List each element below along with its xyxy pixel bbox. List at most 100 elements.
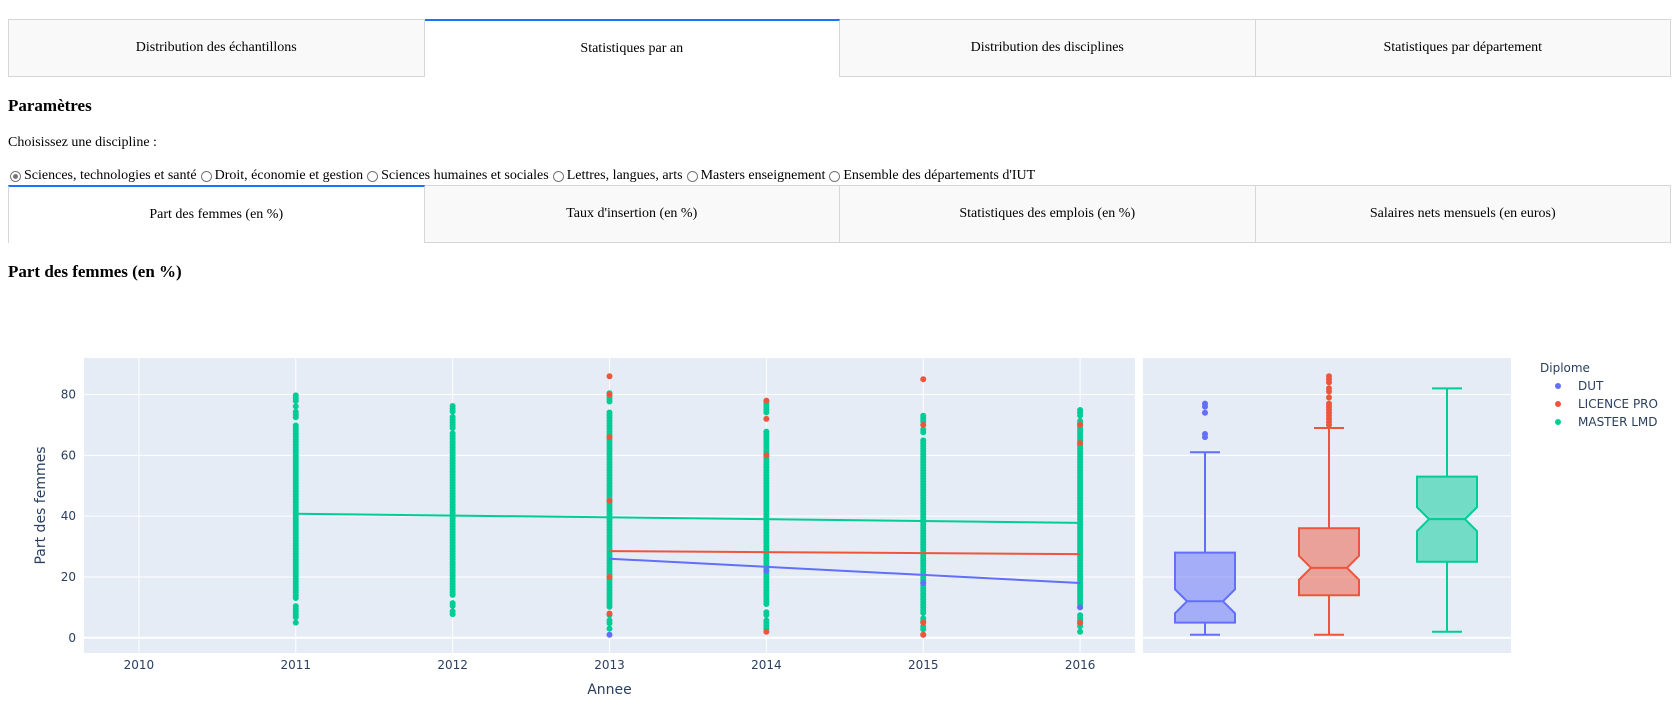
- dut-trend-line: [609, 557, 1081, 585]
- discipline-radio-group: Sciences, technologies et santé Droit, é…: [10, 168, 1035, 184]
- dut-box: [1174, 551, 1236, 624]
- x-tick-label: 2016: [1065, 658, 1096, 672]
- radio-label: Sciences humaines et sociales: [381, 168, 549, 183]
- radio-label: Lettres, langues, arts: [566, 168, 683, 183]
- params-heading: Paramètres: [8, 96, 92, 115]
- dut-outlier: [1202, 409, 1208, 416]
- radio-sciences-humaines-sociales[interactable]: Sciences humaines et sociales: [367, 168, 549, 184]
- radio-label: Droit, économie et gestion: [214, 168, 364, 183]
- y-tick-label: 60: [61, 448, 76, 462]
- tab-statistiques-emplois[interactable]: Statistiques des emplois (en %): [840, 185, 1256, 243]
- x-tick-label: 2010: [124, 658, 155, 672]
- dut-outlier: [1202, 434, 1208, 441]
- dut-point: [920, 580, 927, 587]
- master-lmd-point: [920, 615, 927, 622]
- radio-dot[interactable]: [10, 170, 21, 182]
- tab-distribution-echantillons[interactable]: Distribution des échantillons: [8, 19, 425, 77]
- tab-statistiques-par-an[interactable]: Statistiques par an: [424, 19, 840, 77]
- legend-entry[interactable]: LICENCE PRO: [1578, 397, 1658, 411]
- master-lmd-point: [763, 428, 770, 435]
- master-lmd-point: [292, 619, 299, 626]
- dut-point: [606, 631, 613, 638]
- master-lmd-trend-line: [295, 512, 1081, 524]
- licence-pro-point: [606, 391, 613, 398]
- x-tick-label: 2013: [594, 658, 625, 672]
- legend-marker[interactable]: [1555, 419, 1561, 425]
- radio-dot[interactable]: [200, 170, 212, 182]
- licence-pro-point: [606, 373, 613, 380]
- master-lmd-point: [920, 437, 927, 444]
- tab-taux-insertion[interactable]: Taux d'insertion (en %): [424, 185, 840, 243]
- master-lmd-point: [606, 617, 613, 624]
- dut-point: [763, 567, 770, 574]
- y-axis-label: Part des femmes: [33, 446, 49, 564]
- y-tick-label: 40: [61, 509, 76, 523]
- master-lmd-point: [449, 414, 456, 420]
- master-lmd-point: [292, 603, 299, 610]
- licence-pro-outlier: [1326, 394, 1332, 401]
- radio-masters-enseignement[interactable]: Masters enseignement: [686, 168, 825, 184]
- master-lmd-point: [920, 426, 927, 433]
- tab-salaires-nets[interactable]: Salaires nets mensuels (en euros): [1255, 185, 1671, 243]
- licence-pro-point: [1077, 440, 1084, 447]
- radio-ensemble-iut[interactable]: Ensemble des départements d'IUT: [829, 168, 1035, 184]
- licence-pro-point: [1077, 421, 1084, 428]
- radio-label: Ensemble des départements d'IUT: [843, 168, 1036, 183]
- x-tick-label: 2011: [280, 658, 311, 672]
- licence-pro-point: [763, 452, 770, 459]
- radio-dot[interactable]: [552, 170, 564, 182]
- master-lmd-point: [763, 609, 770, 616]
- x-tick-label: 2015: [908, 658, 939, 672]
- tab-statistiques-par-departement[interactable]: Statistiques par département: [1255, 19, 1671, 77]
- legend-title: Diplome: [1540, 361, 1590, 375]
- y-tick-label: 0: [68, 631, 76, 645]
- master-lmd-point: [606, 625, 613, 632]
- master-lmd-point: [763, 617, 770, 624]
- radio-dot[interactable]: [829, 170, 841, 182]
- legend-marker[interactable]: [1555, 383, 1561, 389]
- master-lmd-point: [1077, 612, 1084, 619]
- licence-pro-point: [763, 628, 770, 635]
- master-lmd-point: [449, 600, 456, 607]
- licence-pro-trend-line: [609, 550, 1081, 556]
- x-tick-label: 2012: [437, 658, 468, 672]
- licence-pro-point: [920, 376, 927, 383]
- radio-droit-economie-gestion[interactable]: Droit, économie et gestion: [200, 168, 364, 184]
- licence-pro-point: [920, 619, 927, 626]
- master-lmd-point: [606, 409, 613, 416]
- master-lmd-point: [292, 422, 299, 429]
- master-lmd-point: [449, 430, 456, 437]
- legend-entry[interactable]: MASTER LMD: [1578, 415, 1658, 429]
- licence-pro-point: [606, 497, 613, 504]
- legend-marker[interactable]: [1555, 401, 1561, 407]
- master-lmd-point: [1077, 628, 1084, 635]
- discipline-label: Choisissez une discipline :: [8, 135, 157, 150]
- legend-entry[interactable]: DUT: [1578, 379, 1604, 393]
- licence-pro-point: [763, 415, 770, 422]
- licence-pro-point: [1077, 619, 1084, 626]
- licence-pro-point: [606, 610, 613, 617]
- licence-pro-point: [606, 573, 613, 580]
- radio-label: Sciences, technologies et santé: [24, 168, 197, 183]
- master-lmd-point: [920, 412, 927, 419]
- radio-lettres-langues-arts[interactable]: Lettres, langues, arts: [552, 168, 683, 184]
- master-lmd-point: [292, 408, 299, 415]
- master-lmd-point: [449, 403, 456, 410]
- dut-outlier: [1202, 400, 1208, 407]
- tab-distribution-disciplines[interactable]: Distribution des disciplines: [840, 19, 1256, 77]
- sub-tabs: Part des femmes (en %) Taux d'insertion …: [8, 185, 1671, 243]
- chart: 0 20 40 60 80 2010 2011 2012 2013 2014 2015 2016 Ann…: [33, 358, 1658, 698]
- master-lmd-point: [292, 392, 299, 399]
- radio-sciences-technologies-sante[interactable]: Sciences, technologies et santé: [10, 168, 197, 184]
- tab-part-des-femmes[interactable]: Part des femmes (en %): [8, 185, 425, 243]
- licence-pro-box: [1298, 527, 1360, 597]
- licence-pro-outlier: [1326, 400, 1332, 407]
- radio-dot[interactable]: [686, 170, 698, 182]
- licence-pro-outlier: [1326, 385, 1332, 392]
- section-title: Part des femmes (en %): [8, 262, 182, 281]
- licence-pro-point: [763, 397, 770, 404]
- x-tick-label: 2014: [751, 658, 782, 672]
- radio-dot[interactable]: [367, 170, 379, 182]
- y-tick-label: 80: [61, 387, 76, 401]
- licence-pro-point: [920, 631, 927, 638]
